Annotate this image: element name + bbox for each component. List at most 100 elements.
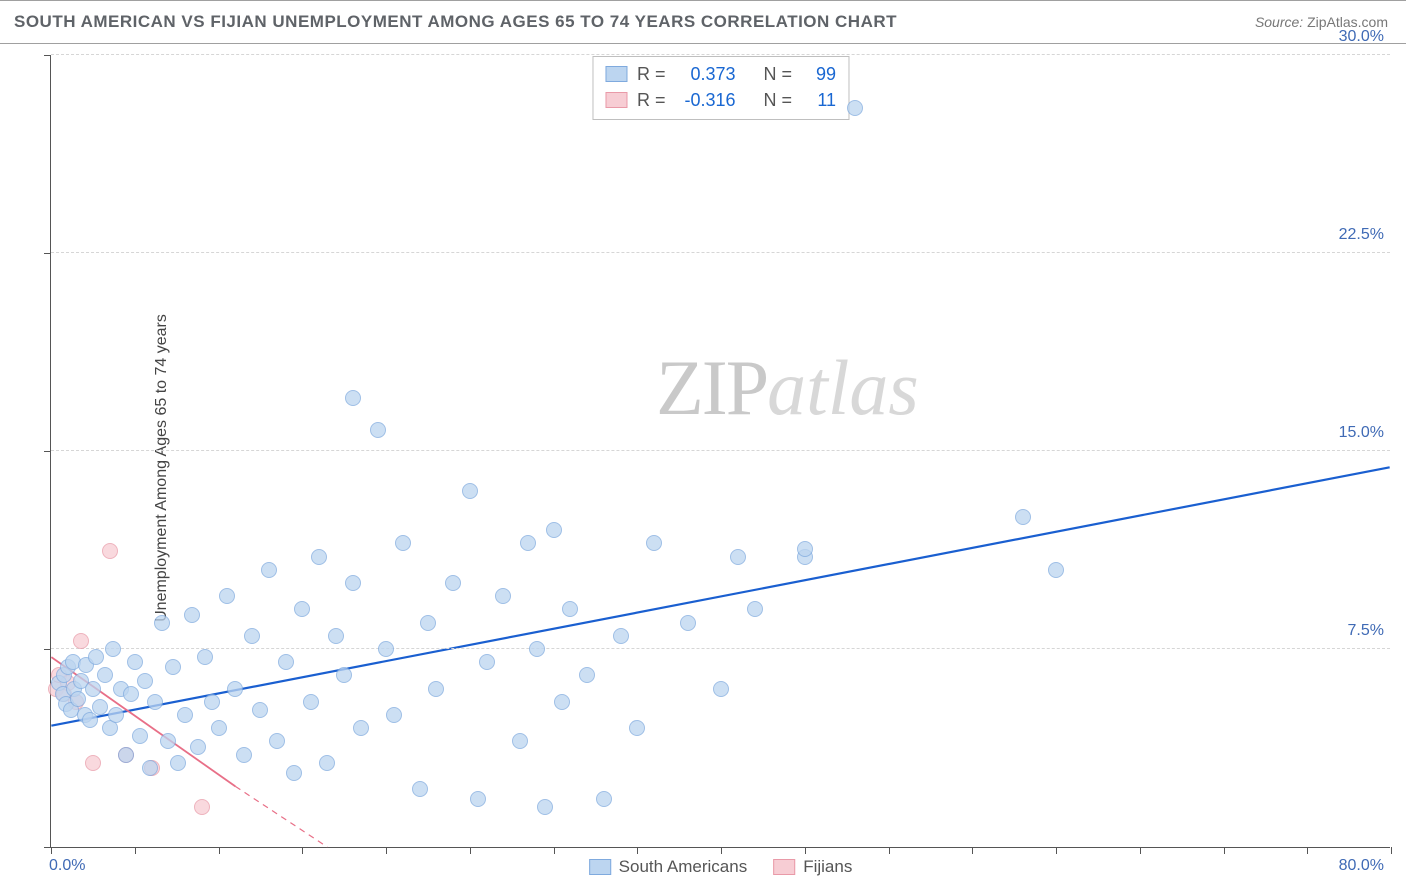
data-point-south-americans [420,615,436,631]
legend-swatch [773,859,795,875]
data-point-south-americans [680,615,696,631]
data-point-south-americans [462,483,478,499]
data-point-south-americans [730,549,746,565]
x-tick [1140,847,1141,854]
data-point-south-americans [613,628,629,644]
x-tick [805,847,806,854]
x-tick [889,847,890,854]
legend-stat-row: R =-0.316N =11 [605,87,836,113]
data-point-south-americans [747,601,763,617]
data-point-south-americans [294,601,310,617]
data-point-south-americans [219,588,235,604]
gridline-h [51,252,1390,253]
watermark-atlas: atlas [767,344,919,431]
x-tick [386,847,387,854]
data-point-south-americans [132,728,148,744]
data-point-south-americans [244,628,260,644]
legend-item: Fijians [773,857,852,877]
data-point-south-americans [386,707,402,723]
data-point-south-americans [88,649,104,665]
data-point-south-americans [269,733,285,749]
y-tick [44,451,51,452]
x-tick [135,847,136,854]
data-point-south-americans [123,686,139,702]
y-tick-label: 30.0% [1339,28,1384,46]
data-point-south-americans [252,702,268,718]
data-point-south-americans [184,607,200,623]
data-point-south-americans [428,681,444,697]
data-point-south-americans [797,541,813,557]
data-point-south-americans [336,667,352,683]
data-point-south-americans [470,791,486,807]
data-point-south-americans [629,720,645,736]
data-point-south-americans [345,390,361,406]
data-point-south-americans [562,601,578,617]
x-tick [51,847,52,854]
n-label: N = [764,61,793,87]
watermark-zip: ZIP [656,344,767,431]
r-label: R = [637,87,666,113]
x-tick [1224,847,1225,854]
data-point-south-americans [512,733,528,749]
data-point-south-americans [211,720,227,736]
data-point-south-americans [286,765,302,781]
data-point-south-americans [520,535,536,551]
legend-item: South Americans [589,857,748,877]
data-point-south-americans [278,654,294,670]
data-point-south-americans [118,747,134,763]
trend-lines [51,56,1390,847]
x-tick [219,847,220,854]
data-point-south-americans [236,747,252,763]
data-point-south-americans [177,707,193,723]
y-tick [44,55,51,56]
data-point-south-americans [847,100,863,116]
x-tick [554,847,555,854]
legend-label: South Americans [619,857,748,877]
legend-series: South Americans Fijians [589,857,853,877]
gridline-h [51,450,1390,451]
data-point-south-americans [479,654,495,670]
data-point-south-americans [445,575,461,591]
data-point-south-americans [97,667,113,683]
data-point-south-americans [105,641,121,657]
x-tick [1307,847,1308,854]
trend-line [235,786,327,847]
data-point-south-americans [412,781,428,797]
data-point-south-americans [147,694,163,710]
data-point-south-americans [529,641,545,657]
n-label: N = [764,87,793,113]
chart-title: SOUTH AMERICAN VS FIJIAN UNEMPLOYMENT AM… [14,12,897,32]
r-label: R = [637,61,666,87]
x-axis-min-label: 0.0% [49,857,85,875]
x-tick [1391,847,1392,854]
data-point-south-americans [554,694,570,710]
data-point-south-americans [261,562,277,578]
data-point-south-americans [495,588,511,604]
data-point-south-americans [165,659,181,675]
data-point-south-americans [142,760,158,776]
data-point-fijians [194,799,210,815]
source-label: Source: [1255,14,1303,30]
data-point-south-americans [108,707,124,723]
x-tick [972,847,973,854]
y-tick [44,253,51,254]
data-point-fijians [102,543,118,559]
watermark: ZIPatlas [656,343,919,433]
data-point-south-americans [646,535,662,551]
legend-stats-box: R =0.373N =99R =-0.316N =11 [592,56,849,120]
legend-label: Fijians [803,857,852,877]
x-tick [302,847,303,854]
data-point-south-americans [713,681,729,697]
data-point-south-americans [154,615,170,631]
legend-stat-row: R =0.373N =99 [605,61,836,87]
data-point-south-americans [319,755,335,771]
data-point-south-americans [395,535,411,551]
n-value: 11 [802,87,836,113]
data-point-south-americans [537,799,553,815]
data-point-fijians [85,755,101,771]
gridline-h [51,54,1390,55]
legend-swatch [589,859,611,875]
y-tick-label: 22.5% [1339,226,1384,244]
data-point-south-americans [1015,509,1031,525]
data-point-south-americans [70,691,86,707]
